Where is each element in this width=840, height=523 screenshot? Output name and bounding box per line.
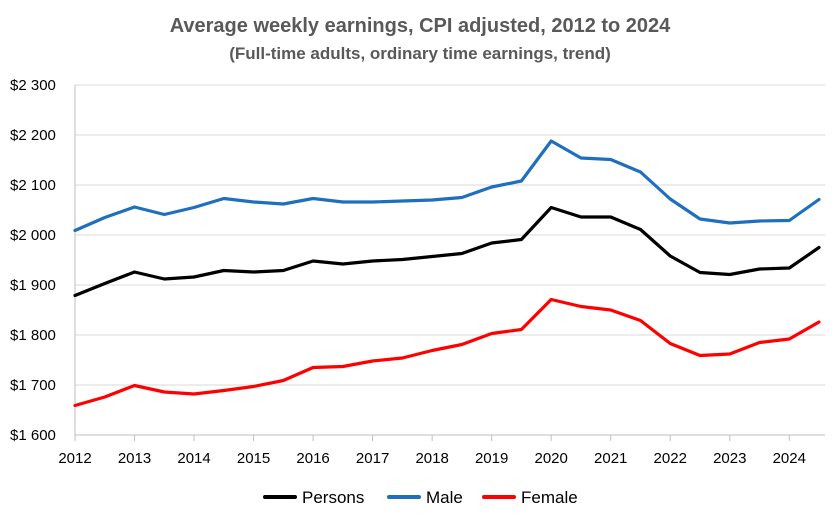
- legend-label-male: Male: [426, 488, 463, 507]
- chart-title: Average weekly earnings, CPI adjusted, 2…: [170, 15, 671, 37]
- series-lines: [73, 139, 821, 408]
- y-tick-label: $2 000: [10, 227, 56, 244]
- x-tick-label: 2017: [356, 450, 389, 467]
- y-tick-label: $2 200: [10, 127, 56, 144]
- x-tick-label: 2018: [415, 450, 448, 467]
- legend: Persons Male Female: [263, 488, 578, 507]
- x-tick-label: 2016: [296, 450, 329, 467]
- y-tick-label: $1 700: [10, 377, 56, 394]
- x-tick-label: 2021: [594, 450, 627, 467]
- axes: $1 600 $1 700 $1 800 $1 900 $2 000 $2 100 $2 2…: [10, 77, 825, 467]
- x-tick-label: 2014: [177, 450, 210, 467]
- y-tick-label: $2 100: [10, 177, 56, 194]
- gridlines: [75, 84, 825, 386]
- series-line-female: [73, 297, 821, 408]
- series-line-male: [73, 139, 821, 233]
- y-tick-label: $2 300: [10, 77, 56, 94]
- x-tick-label: 2019: [475, 450, 508, 467]
- x-tick-label: 2015: [237, 450, 270, 467]
- legend-label-persons: Persons: [302, 488, 364, 507]
- x-tick-label: 2020: [535, 450, 568, 467]
- y-tick-label: $1 600: [10, 427, 56, 444]
- legend-label-female: Female: [521, 488, 578, 507]
- x-tick-label: 2024: [773, 450, 806, 467]
- chart-subtitle: (Full-time adults, ordinary time earning…: [229, 44, 611, 63]
- x-tick-label: 2012: [58, 450, 91, 467]
- x-tick-label: 2013: [118, 450, 151, 467]
- y-tick-label: $1 800: [10, 327, 56, 344]
- x-tick-label: 2022: [654, 450, 687, 467]
- x-tick-label: 2023: [713, 450, 746, 467]
- series-line-persons: [73, 205, 821, 298]
- y-tick-label: $1 900: [10, 277, 56, 294]
